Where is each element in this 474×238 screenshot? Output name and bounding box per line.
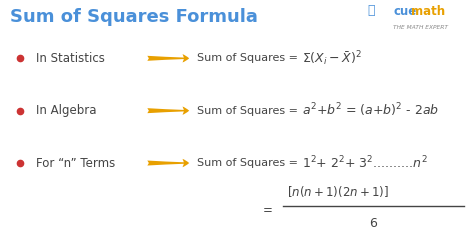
Text: cue: cue: [393, 5, 417, 18]
Text: For “n” Terms: For “n” Terms: [36, 157, 115, 169]
Text: $a^2$+$b^2$ = $(a$+$b)^2$ - $2ab$: $a^2$+$b^2$ = $(a$+$b)^2$ - $2ab$: [302, 102, 439, 119]
Text: $\Sigma(X_i - \bar{X})^2$: $\Sigma(X_i - \bar{X})^2$: [302, 49, 362, 68]
Text: Sum of Squares =: Sum of Squares =: [197, 106, 301, 116]
Text: $[n(n + 1)(2n + 1)]$: $[n(n + 1)(2n + 1)]$: [287, 184, 389, 199]
Text: THE MATH EXPERT: THE MATH EXPERT: [393, 25, 448, 30]
Text: Sum of Squares =: Sum of Squares =: [197, 53, 301, 63]
Text: In Statistics: In Statistics: [36, 52, 104, 65]
Text: $6$: $6$: [369, 217, 378, 230]
Text: =: =: [263, 204, 273, 217]
Text: 🚀: 🚀: [367, 4, 375, 17]
Text: Sum of Squares =: Sum of Squares =: [197, 158, 301, 168]
Text: In Algebra: In Algebra: [36, 104, 96, 117]
Text: $1^2$+ $2^2$+ $3^2$..........$n^2$: $1^2$+ $2^2$+ $3^2$..........$n^2$: [302, 155, 428, 171]
Text: math: math: [411, 5, 446, 18]
Text: Sum of Squares Formula: Sum of Squares Formula: [10, 8, 258, 26]
